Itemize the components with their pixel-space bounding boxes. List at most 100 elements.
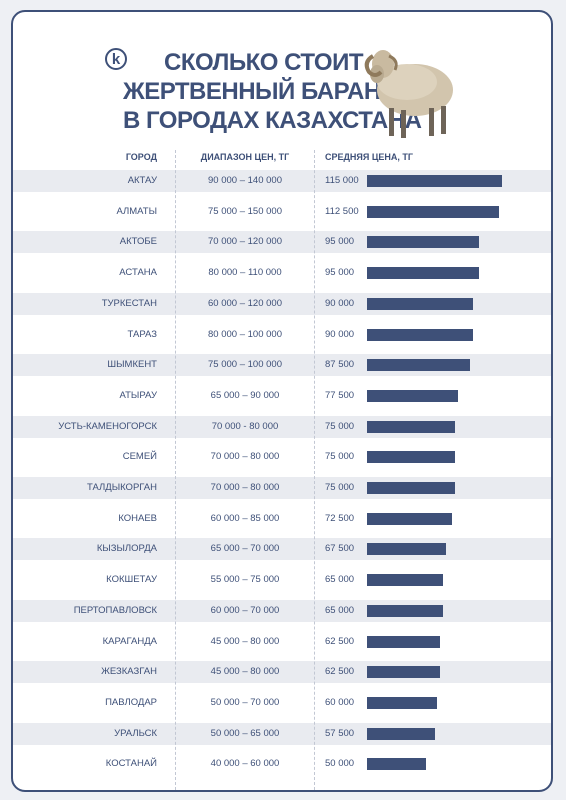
price-range: 65 000 – 70 000 (210, 543, 280, 555)
table-row: Павлодар 50 000 – 70 000 60 000 (13, 692, 551, 714)
average-price-bar (367, 727, 435, 740)
table-row: Атырау 65 000 – 90 000 77 500 (13, 385, 551, 407)
city-label: Караганда (102, 635, 157, 647)
city-label: Уральск (114, 727, 157, 739)
table-row: Шымкент 75 000 – 100 000 87 500 (13, 354, 551, 377)
average-price-bar (367, 543, 447, 556)
table-row: Караганда 45 000 – 80 000 62 500 (13, 631, 551, 653)
average-price-bar (367, 205, 500, 218)
average-price-bar (367, 574, 444, 587)
column-header-avg: Средняя цена, тг (325, 152, 414, 162)
table-row: Алматы 75 000 – 150 000 112 500 (13, 201, 551, 223)
city-label: Кокшетау (106, 574, 157, 586)
average-price-label: 57 500 (325, 727, 355, 739)
price-range: 60 000 – 70 000 (210, 604, 280, 616)
average-price-label: 60 000 (325, 696, 355, 708)
average-price-bar (367, 635, 441, 648)
average-price-label: 75 000 (325, 482, 355, 493)
average-price-bar (367, 666, 441, 679)
average-price-bar (367, 758, 426, 771)
average-price-label: 87 500 (325, 359, 355, 371)
average-price-bar (367, 420, 456, 433)
infographic-card: k Сколько стоит жертвенный баран в город… (11, 10, 553, 792)
price-range: 50 000 – 70 000 (210, 696, 280, 708)
average-price-bar (367, 389, 458, 402)
table-row: Семей 70 000 – 80 000 75 000 (13, 446, 551, 468)
title-line-2: жертвенный баран (123, 78, 381, 105)
table-row: Актау 90 000 – 140 000 115 000 (13, 170, 551, 192)
city-label: Туркестан (101, 297, 157, 309)
average-price-label: 95 000 (325, 267, 355, 279)
price-range: 50 000 – 65 000 (210, 727, 280, 739)
price-range: 70 000 – 80 000 (210, 451, 280, 463)
price-range: 65 000 – 90 000 (210, 389, 280, 401)
city-label: Актау (127, 175, 157, 186)
average-price-label: 90 000 (325, 297, 355, 309)
average-price-label: 75 000 (325, 420, 355, 432)
city-label: Астана (119, 267, 157, 279)
city-label: Усть-Каменогорск (58, 420, 157, 432)
price-range: 70 000 - 80 000 (211, 420, 279, 432)
average-price-bar (367, 451, 456, 464)
table-row: Пертопавловск 60 000 – 70 000 65 000 (13, 599, 551, 622)
city-label: Талдыкорган (87, 482, 157, 493)
average-price-label: 62 500 (325, 666, 355, 678)
price-range: 40 000 – 60 000 (210, 758, 280, 770)
city-label: Тараз (127, 328, 158, 340)
average-price-label: 65 000 (325, 574, 355, 586)
column-header-range: Диапазон цен, тг (200, 152, 290, 162)
table-row: Конаев 60 000 – 85 000 72 500 (13, 508, 551, 530)
table-row: Актобе 70 000 – 120 000 95 000 (13, 231, 551, 254)
price-range: 70 000 – 80 000 (210, 482, 280, 493)
table-row: Астана 80 000 – 110 000 95 000 (13, 262, 551, 284)
table-row: Костанай 40 000 – 60 000 50 000 (13, 753, 551, 775)
average-price-bar (367, 512, 453, 525)
city-label: Конаев (118, 512, 157, 524)
price-range: 60 000 – 120 000 (208, 297, 282, 309)
average-price-label: 75 000 (325, 451, 355, 463)
average-price-label: 115 000 (325, 175, 359, 186)
title-line-1: Сколько стоит (164, 49, 364, 76)
table-row: Уральск 50 000 – 65 000 57 500 (13, 722, 551, 745)
average-price-bar (367, 482, 456, 494)
average-price-bar (367, 267, 479, 280)
brand-logo: k (105, 48, 127, 70)
table-row: Усть-Каменогорск 70 000 - 80 000 75 000 (13, 415, 551, 438)
column-divider (314, 150, 315, 790)
price-range: 70 000 – 120 000 (208, 236, 282, 248)
average-price-bar (367, 604, 444, 617)
column-header-city: Город (125, 152, 157, 162)
average-price-label: 50 000 (325, 758, 355, 770)
table-row: Талдыкорган 70 000 – 80 000 75 000 (13, 477, 551, 499)
average-price-bar (367, 175, 502, 187)
price-range: 45 000 – 80 000 (210, 666, 280, 678)
city-label: Семей (122, 451, 157, 463)
column-divider (175, 150, 176, 790)
price-range: 80 000 – 100 000 (208, 328, 282, 340)
average-price-bar (367, 696, 438, 709)
average-price-bar (367, 236, 479, 249)
city-label: Костанай (105, 758, 157, 770)
average-price-label: 72 500 (325, 512, 355, 524)
average-price-label: 95 000 (325, 236, 355, 248)
city-label: Атырау (119, 389, 157, 401)
price-range: 45 000 – 80 000 (210, 635, 280, 647)
price-range: 90 000 – 140 000 (208, 175, 282, 186)
price-range: 75 000 – 100 000 (208, 359, 282, 371)
price-range: 75 000 – 150 000 (208, 205, 282, 217)
average-price-label: 67 500 (325, 543, 355, 555)
average-price-bar (367, 297, 473, 310)
average-price-label: 65 000 (325, 604, 355, 616)
city-label: Шымкент (107, 359, 157, 371)
price-range: 55 000 – 75 000 (210, 574, 280, 586)
city-label: Пертопавловск (73, 604, 157, 616)
city-label: Актобе (119, 236, 157, 248)
chart-rows: Актау 90 000 – 140 000 115 000 Алматы 75 000… (13, 12, 551, 790)
average-price-label: 77 500 (325, 389, 355, 401)
average-price-label: 112 500 (325, 205, 359, 217)
average-price-label: 90 000 (325, 328, 355, 340)
price-range: 60 000 – 85 000 (210, 512, 280, 524)
city-label: Кызылорда (96, 543, 157, 555)
city-label: Жезказган (101, 666, 157, 678)
table-row: Кызылорда 65 000 – 70 000 67 500 (13, 538, 551, 561)
